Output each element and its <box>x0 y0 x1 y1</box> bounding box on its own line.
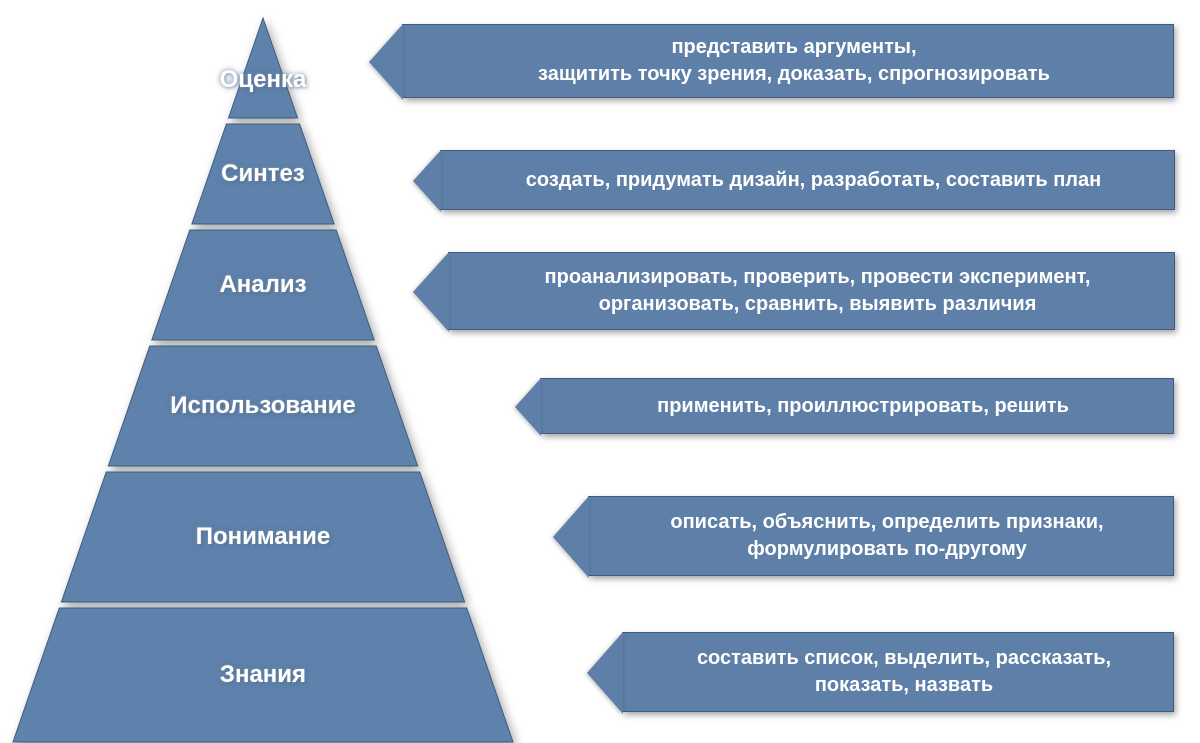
desc-text: проанализировать, проверить, провести эк… <box>545 264 1091 318</box>
pyramid-level-4: Понимание <box>84 519 442 555</box>
desc-callout-2: проанализировать, проверить, провести эк… <box>448 252 1175 330</box>
desc-callout-5: составить список, выделить, рассказать,п… <box>622 632 1174 712</box>
desc-callout-3: применить, проиллюстрировать, решить <box>540 378 1174 434</box>
pyramid-level-label: Использование <box>170 392 356 420</box>
pyramid-level-label: Понимание <box>196 523 331 551</box>
desc-text: применить, проиллюстрировать, решить <box>657 393 1069 420</box>
pyramid-level-label: Синтез <box>221 160 305 188</box>
diagram-stage: Оценка Синтез Анализ Использование Понимание… <box>0 0 1200 743</box>
desc-callout-0: представить аргументы,защитить точку зре… <box>402 24 1174 98</box>
pyramid-level-label: Знания <box>220 661 306 689</box>
desc-callout-1: создать, придумать дизайн, разработать, … <box>440 150 1175 210</box>
desc-text: составить список, выделить, рассказать,п… <box>697 645 1111 699</box>
desc-text: представить аргументы,защитить точку зре… <box>538 34 1050 88</box>
pyramid-level-1: Синтез <box>209 156 317 192</box>
pyramid-level-2: Анализ <box>171 267 355 303</box>
pyramid-level-label: Анализ <box>219 271 306 299</box>
pyramid-level-3: Использование <box>129 388 397 424</box>
desc-text: описать, объяснить, определить признаки,… <box>670 509 1103 563</box>
pyramid-level-5: Знания <box>36 657 490 693</box>
pyramid-level-label: Оценка <box>220 66 307 94</box>
pyramid-level-0: Оценка <box>242 62 285 98</box>
desc-callout-4: описать, объяснить, определить признаки,… <box>588 496 1174 576</box>
desc-text: создать, придумать дизайн, разработать, … <box>526 167 1101 194</box>
